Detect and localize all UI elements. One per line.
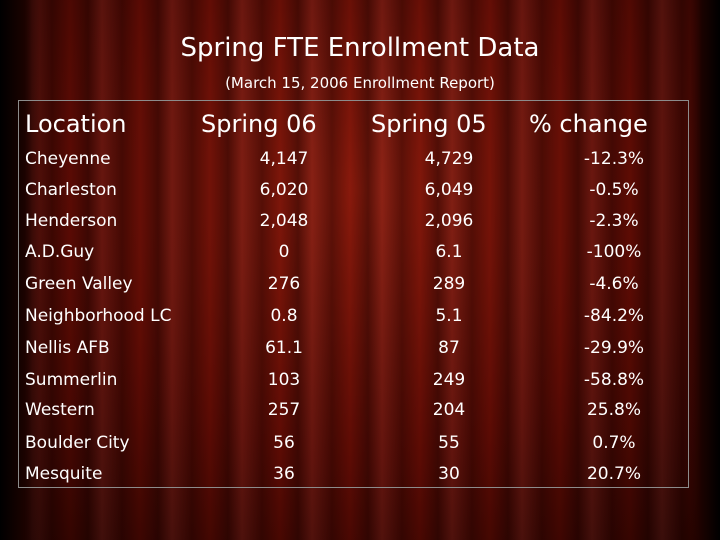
percent-change-cell: -58.8%	[583, 370, 645, 390]
spring-05-cell: 249	[432, 370, 466, 390]
spring-06-cell: 0	[278, 242, 290, 262]
location-cell: Boulder City	[25, 433, 130, 453]
percent-change-cell: -84.2%	[583, 306, 645, 326]
location-cell: Neighborhood LC	[25, 306, 172, 326]
table-row: Charleston 6,020 6,049 -0.5%	[19, 175, 688, 206]
table-row: Nellis AFB 61.1 87 -29.9%	[19, 333, 688, 364]
spring-05-cell: 6,049	[424, 180, 474, 200]
location-cell: Cheyenne	[25, 149, 111, 169]
spring-06-cell: 257	[267, 400, 301, 420]
spring-05-cell: 87	[438, 338, 460, 358]
table-row: Summerlin 103 249 -58.8%	[19, 365, 688, 396]
curtain-right-decoration	[690, 0, 720, 540]
table-row: Cheyenne 4,147 4,729 -12.3%	[19, 144, 688, 175]
spring-06-cell: 0.8	[270, 306, 298, 326]
spring-05-cell: 204	[432, 400, 466, 420]
table-header-row: Location Spring 06 Spring 05 % change	[19, 101, 688, 147]
table-row: Henderson 2,048 2,096 -2.3%	[19, 206, 688, 237]
percent-change-cell: -29.9%	[583, 338, 645, 358]
enrollment-table: Location Spring 06 Spring 05 % change Ch…	[18, 100, 689, 488]
location-cell: Western	[25, 400, 95, 420]
location-cell: Mesquite	[25, 464, 103, 484]
percent-change-cell: -2.3%	[589, 211, 639, 231]
header-location: Location	[25, 110, 127, 138]
spring-06-cell: 2,048	[259, 211, 309, 231]
location-cell: A.D.Guy	[25, 242, 95, 262]
location-cell: Charleston	[25, 180, 117, 200]
slide-subtitle: (March 15, 2006 Enrollment Report)	[225, 74, 495, 92]
spring-05-cell: 6.1	[435, 242, 463, 262]
header-spring-05: Spring 05	[371, 110, 487, 138]
spring-06-cell: 4,147	[259, 149, 309, 169]
percent-change-cell: 20.7%	[586, 464, 641, 484]
header-percent-change: % change	[529, 110, 648, 138]
location-cell: Henderson	[25, 211, 118, 231]
spring-06-cell: 276	[267, 274, 301, 294]
percent-change-cell: -0.5%	[589, 180, 639, 200]
header-spring-06: Spring 06	[201, 110, 317, 138]
spring-06-cell: 56	[273, 433, 295, 453]
spring-05-cell: 289	[432, 274, 466, 294]
percent-change-cell: -4.6%	[589, 274, 639, 294]
percent-change-cell: 0.7%	[592, 433, 636, 453]
location-cell: Green Valley	[25, 274, 133, 294]
table-row: Mesquite 36 30 20.7%	[19, 459, 688, 490]
table-row: A.D.Guy 0 6.1 -100%	[19, 237, 688, 268]
slide-title: Spring FTE Enrollment Data	[180, 33, 540, 63]
spring-05-cell: 4,729	[424, 149, 474, 169]
location-cell: Nellis AFB	[25, 338, 110, 358]
spring-06-cell: 103	[267, 370, 301, 390]
spring-05-cell: 2,096	[424, 211, 474, 231]
percent-change-cell: -12.3%	[583, 149, 645, 169]
curtain-left-decoration	[0, 0, 40, 540]
table-row: Green Valley 276 289 -4.6%	[19, 269, 688, 300]
spring-05-cell: 5.1	[435, 306, 463, 326]
table-row: Neighborhood LC 0.8 5.1 -84.2%	[19, 301, 688, 332]
table-row: Western 257 204 25.8%	[19, 395, 688, 426]
spring-05-cell: 30	[438, 464, 460, 484]
spring-06-cell: 61.1	[265, 338, 303, 358]
spring-06-cell: 36	[273, 464, 295, 484]
percent-change-cell: 25.8%	[586, 400, 641, 420]
spring-05-cell: 55	[438, 433, 460, 453]
location-cell: Summerlin	[25, 370, 118, 390]
table-row: Boulder City 56 55 0.7%	[19, 428, 688, 459]
percent-change-cell: -100%	[586, 242, 642, 262]
spring-06-cell: 6,020	[259, 180, 309, 200]
